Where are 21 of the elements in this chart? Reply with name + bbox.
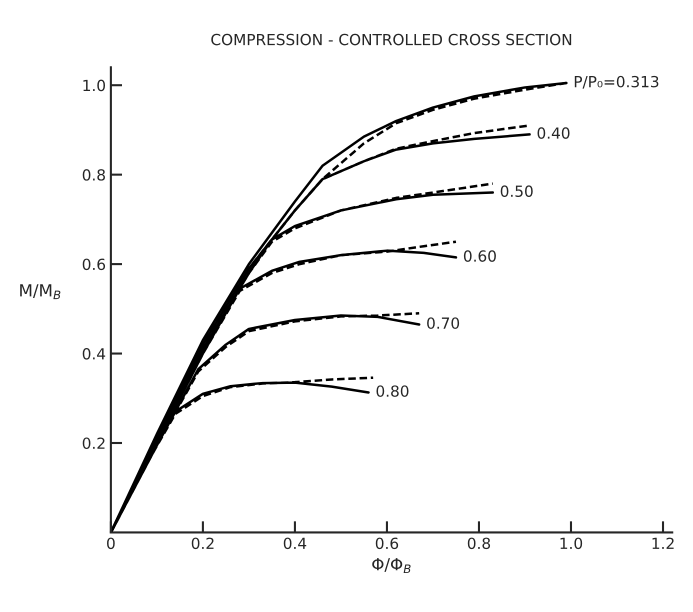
- y-tick-label: 0.8: [82, 169, 105, 181]
- x-tick-label: 1.0: [560, 538, 582, 550]
- y-tick-label: 0.4: [82, 348, 106, 360]
- series-label: 0.50: [500, 185, 533, 197]
- y-tick-label: 0.2: [82, 437, 104, 450]
- y-tick-label: 0.6: [82, 258, 106, 270]
- x-tick-label: 0: [107, 538, 115, 550]
- y-tick-label: 1.0: [83, 80, 106, 92]
- chart-title: COMPRESSION - CONTROLLED CROSS SECTION: [211, 34, 572, 46]
- series-label: 0.80: [376, 385, 408, 397]
- x-tick-label: 1.2: [652, 538, 674, 549]
- x-tick-label: 0.2: [192, 538, 214, 550]
- x-tick-label: 0.6: [376, 538, 398, 550]
- series-label: 0.70: [427, 317, 460, 329]
- series-label: P/P₀=0.313: [574, 76, 658, 89]
- x-axis-title: Φ/Φ$_{B}$: [372, 558, 411, 574]
- series-label: 0.40: [538, 127, 570, 139]
- y-axis-title: M/M$_{B}$: [20, 284, 60, 300]
- x-tick-label: 0.4: [284, 538, 306, 550]
- series-label: 0.60: [464, 250, 496, 262]
- x-tick-label: 0.8: [468, 538, 490, 550]
